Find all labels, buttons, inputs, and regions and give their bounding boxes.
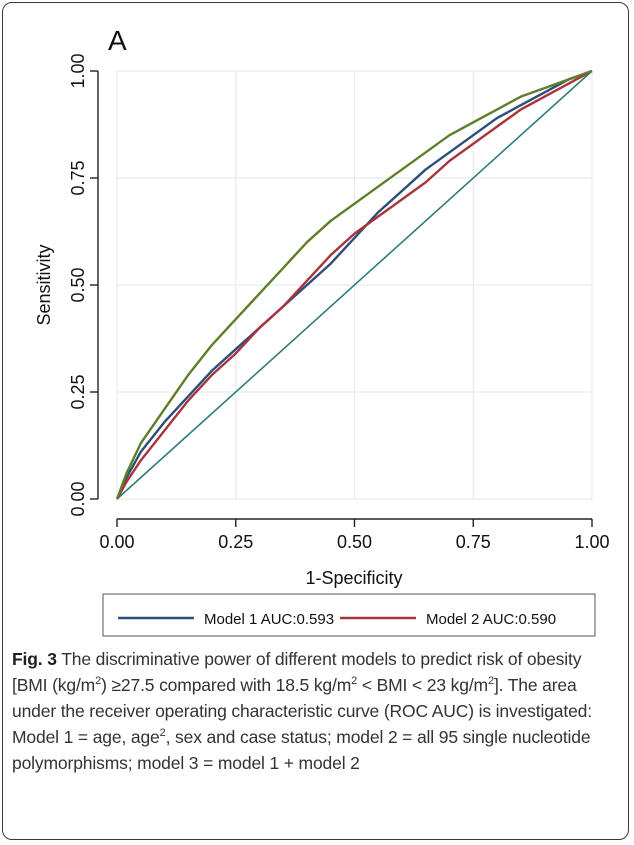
caption-sup-4: 2 — [159, 727, 166, 740]
figure-label: Fig. 3 — [12, 649, 57, 669]
x-tick-label: 0.25 — [218, 532, 253, 552]
series-line-model-3 — [115, 69, 593, 500]
legend: Model 1 AUC:0.593 Model 2 AUC:0.590 Model … — [118, 611, 556, 640]
x-tick-label: 0.75 — [456, 532, 491, 552]
caption-sup-2: 2 — [351, 675, 358, 688]
series-line-model-2 — [115, 69, 593, 500]
legend-box — [102, 593, 596, 637]
series-line-model-1 — [115, 69, 593, 500]
x-tick-label: 0.50 — [337, 532, 372, 552]
x-tick-label: 0.00 — [99, 532, 134, 552]
y-tick-label: 0.25 — [68, 374, 88, 409]
y-tick-labels: 0.00 0.25 0.50 0.75 1.00 — [68, 53, 88, 516]
caption-text-1: The discriminative power of different mo… — [12, 649, 582, 695]
axes — [90, 70, 593, 527]
y-tick-label: 0.00 — [68, 481, 88, 516]
caption-text-3: < BMI < 23 kg/m — [357, 675, 488, 695]
legend-label-model-1: Model 1 AUC:0.593 — [204, 611, 334, 628]
x-tick-labels: 0.00 0.25 0.50 0.75 1.00 — [99, 532, 609, 552]
legend-label-model-3: Model 3 AUC:0.635 — [204, 639, 334, 640]
caption-text-5: , sex and case status; model 2 = all 95 … — [12, 727, 591, 773]
y-tick-label: 0.50 — [68, 267, 88, 302]
x-tick-label: 1.00 — [574, 532, 609, 552]
roc-chart: 0.00 0.25 0.50 0.75 1.00 0.00 0.25 0.50 0.75 1.0… — [34, 25, 610, 640]
caption-text-4: ]. The area under the receiver operating… — [12, 675, 592, 747]
reference-diagonal-line — [116, 70, 593, 500]
y-tick-label: 0.75 — [68, 160, 88, 195]
caption-sup-1: 2 — [95, 675, 102, 688]
x-axis-label: 1-Specificity — [305, 568, 402, 588]
caption-sup-3: 2 — [487, 675, 494, 688]
y-axis-label: Sensitivity — [34, 244, 54, 325]
panel-label: A — [108, 25, 127, 56]
figure-caption: Fig. 3 The discriminative power of diffe… — [12, 646, 618, 776]
y-tick-label: 1.00 — [68, 53, 88, 88]
roc-curves — [115, 69, 593, 500]
caption-text-2: ) ≥27.5 compared with 18.5 kg/m — [101, 675, 352, 695]
legend-label-model-2: Model 2 AUC:0.590 — [426, 611, 556, 628]
